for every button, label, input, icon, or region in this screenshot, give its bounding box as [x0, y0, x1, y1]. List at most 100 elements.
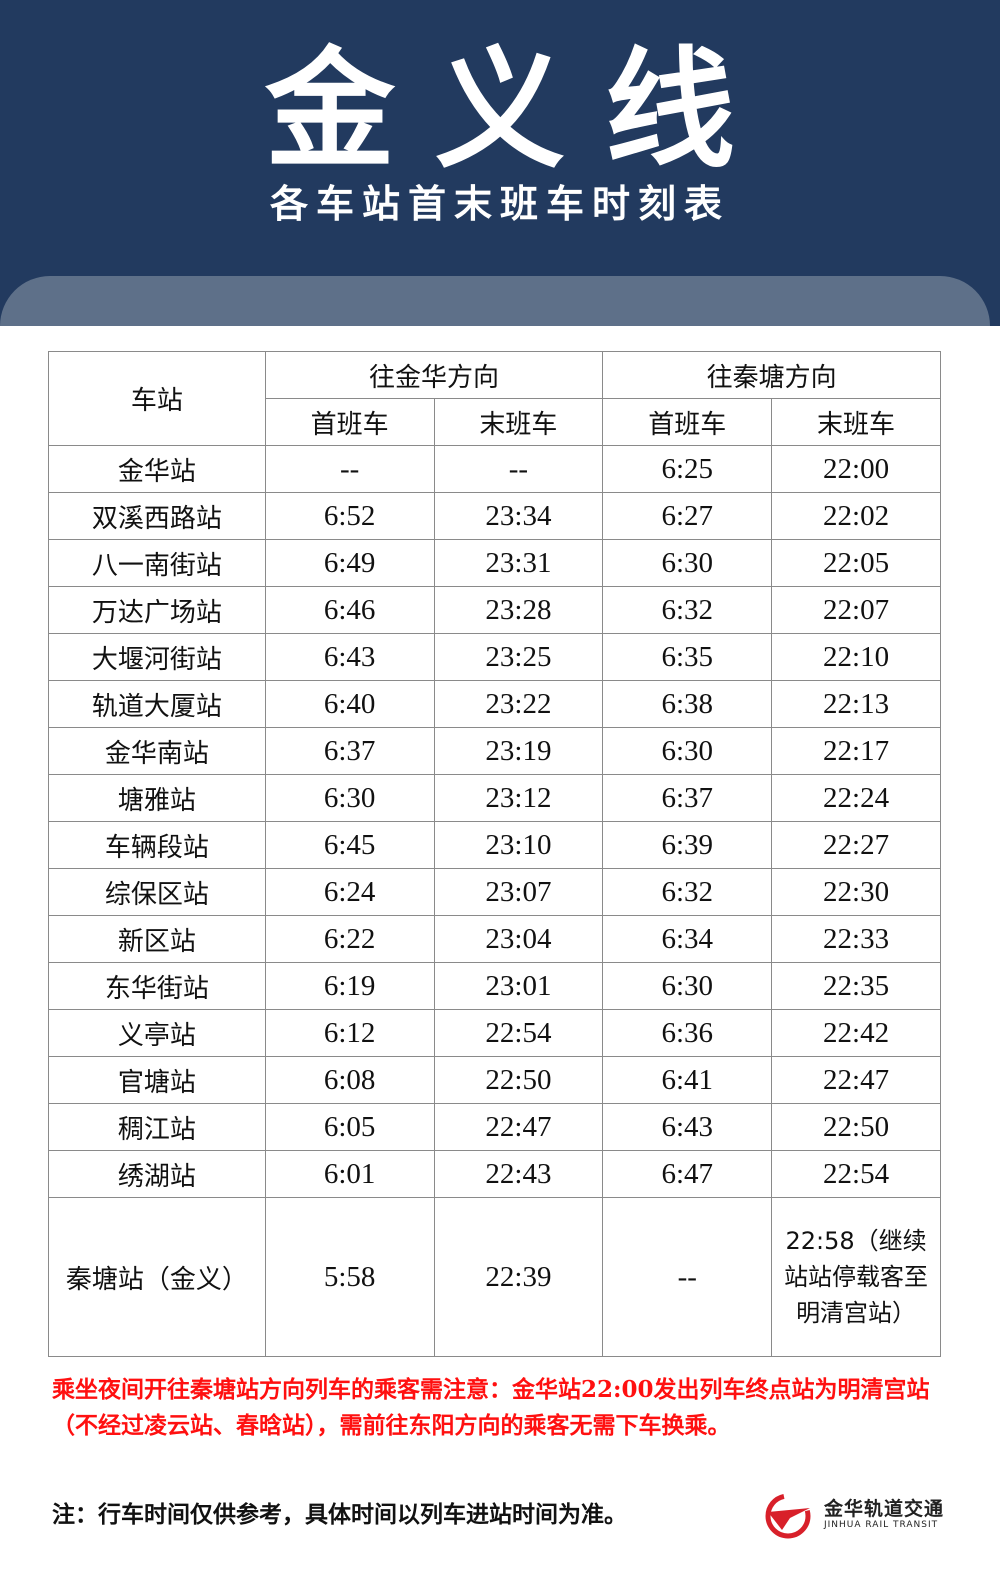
sub-header: 末班车 [771, 398, 941, 446]
time-cell: 23:28 [433, 586, 604, 634]
station-name: 秦塘站（金义） [48, 1197, 266, 1357]
time-cell: 6:19 [264, 962, 435, 1010]
time-cell: 22:13 [771, 680, 941, 728]
time-cell: 6:01 [264, 1150, 435, 1198]
time-cell: 6:37 [602, 774, 773, 822]
station-name: 绣湖站 [48, 1150, 266, 1198]
time-cell: 22:33 [771, 915, 941, 963]
time-cell: 23:04 [433, 915, 604, 963]
time-cell: 6:38 [602, 680, 773, 728]
time-cell: 6:39 [602, 821, 773, 869]
time-cell: 22:10 [771, 633, 941, 681]
time-cell: 23:19 [433, 727, 604, 775]
station-name: 万达广场站 [48, 586, 266, 634]
time-note: 22:58（继续站站停载客至明清宫站） [784, 1227, 929, 1327]
time-cell: 6:45 [264, 821, 435, 869]
time-cell: 6:30 [602, 539, 773, 587]
time-cell: -- [433, 445, 604, 493]
table-row: 义亭站 6:12 22:54 6:36 22:42 [48, 1009, 941, 1057]
time-cell: 6:34 [602, 915, 773, 963]
time-cell: 6:46 [264, 586, 435, 634]
table-row: 新区站 6:22 23:04 6:34 22:33 [48, 915, 941, 963]
time-cell: 6:52 [264, 492, 435, 540]
time-cell: 22:00 [771, 445, 941, 493]
time-cell: 22:54 [433, 1009, 604, 1057]
time-cell: 6:30 [602, 727, 773, 775]
night-service-warning: 乘坐夜间开往秦塘站方向列车的乘客需注意：金华站22:00发出列车终点站为明清宫站… [52, 1376, 930, 1439]
table-row: 轨道大厦站 6:40 23:22 6:38 22:13 [48, 680, 941, 728]
table-row: 大堰河街站 6:43 23:25 6:35 22:10 [48, 633, 941, 681]
station-name: 双溪西路站 [48, 492, 266, 540]
sub-header: 首班车 [602, 398, 773, 446]
time-cell: 6:05 [264, 1103, 435, 1151]
footnote: 注：行车时间仅供参考，具体时间以列车进站时间为准。 [52, 1501, 627, 1528]
time-cell: 6:43 [602, 1103, 773, 1151]
time-cell: 23:01 [433, 962, 604, 1010]
station-name: 轨道大厦站 [48, 680, 266, 728]
time-cell: 6:37 [264, 727, 435, 775]
table-row: 稠江站 6:05 22:47 6:43 22:50 [48, 1103, 941, 1151]
station-name: 东华街站 [48, 962, 266, 1010]
time-cell: 6:49 [264, 539, 435, 587]
logo: 金华轨道交通 JINHUA RAIL TRANSIT [760, 1490, 945, 1540]
time-cell: 22:27 [771, 821, 941, 869]
table-row: 八一南街站 6:49 23:31 6:30 22:05 [48, 539, 941, 587]
time-cell: -- [602, 1197, 773, 1357]
table-row: 车辆段站 6:45 23:10 6:39 22:27 [48, 821, 941, 869]
time-cell: 6:30 [264, 774, 435, 822]
time-cell: 6:43 [264, 633, 435, 681]
time-cell: 22:47 [771, 1056, 941, 1104]
time-cell: 22:17 [771, 727, 941, 775]
time-cell: 22:07 [771, 586, 941, 634]
table-row: 金华站 -- -- 6:25 22:00 [48, 445, 941, 493]
time-cell: 23:07 [433, 868, 604, 916]
time-cell: 6:27 [602, 492, 773, 540]
station-name: 稠江站 [48, 1103, 266, 1151]
time-cell: 22:47 [433, 1103, 604, 1151]
table-row: 金华南站 6:37 23:19 6:30 22:17 [48, 727, 941, 775]
time-cell: 6:25 [602, 445, 773, 493]
time-cell: 6:36 [602, 1009, 773, 1057]
time-cell: 22:39 [433, 1197, 604, 1357]
time-cell: 6:22 [264, 915, 435, 963]
table-row: 秦塘站（金义） 5:58 22:39 -- 22:58（继续站站停载客至明清宫站… [48, 1197, 941, 1357]
station-name: 金华站 [48, 445, 266, 493]
time-cell: 6:35 [602, 633, 773, 681]
time-cell: 22:43 [433, 1150, 604, 1198]
time-cell: 22:05 [771, 539, 941, 587]
time-cell: 6:32 [602, 586, 773, 634]
table-row: 官塘站 6:08 22:50 6:41 22:47 [48, 1056, 941, 1104]
logo-english: JINHUA RAIL TRANSIT [824, 1520, 939, 1530]
time-cell: 22:02 [771, 492, 941, 540]
page-subtitle: 各车站首末班车时刻表 [269, 182, 730, 226]
time-cell: 23:22 [433, 680, 604, 728]
station-name: 新区站 [48, 915, 266, 963]
direction-qintang: 往秦塘方向 [602, 351, 941, 399]
time-cell: 23:25 [433, 633, 604, 681]
station-name: 综保区站 [48, 868, 266, 916]
table-row: 绣湖站 6:01 22:43 6:47 22:54 [48, 1150, 941, 1198]
time-cell: 6:32 [602, 868, 773, 916]
time-cell: 22:30 [771, 868, 941, 916]
time-cell: 22:35 [771, 962, 941, 1010]
time-cell: 22:54 [771, 1150, 941, 1198]
time-cell: 6:12 [264, 1009, 435, 1057]
header-band [0, 276, 990, 326]
station-name: 塘雅站 [48, 774, 266, 822]
page-title: 金义线 [264, 34, 775, 186]
station-header: 车站 [48, 351, 266, 446]
time-cell: 6:30 [602, 962, 773, 1010]
logo-name: 金华轨道交通 [824, 1498, 945, 1520]
time-cell: 23:34 [433, 492, 604, 540]
station-name: 八一南街站 [48, 539, 266, 587]
time-cell: 22:42 [771, 1009, 941, 1057]
table-row: 东华街站 6:19 23:01 6:30 22:35 [48, 962, 941, 1010]
table-row: 综保区站 6:24 23:07 6:32 22:30 [48, 868, 941, 916]
sub-header: 末班车 [433, 398, 604, 446]
station-name: 车辆段站 [48, 821, 266, 869]
header-banner: 金义线 各车站首末班车时刻表 [0, 0, 1000, 326]
station-name: 金华南站 [48, 727, 266, 775]
direction-jinhua: 往金华方向 [264, 351, 604, 399]
time-cell: 5:58 [264, 1197, 435, 1357]
time-note-cell: 22:58（继续站站停载客至明清宫站） [771, 1197, 941, 1357]
